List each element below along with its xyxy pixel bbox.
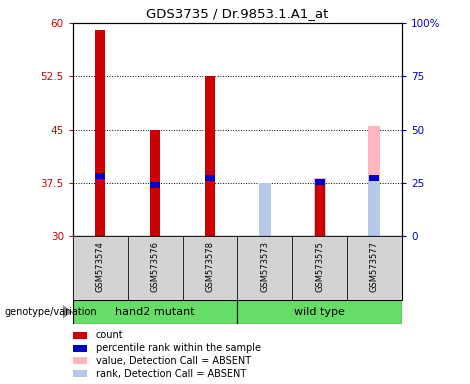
- Text: count: count: [96, 330, 124, 340]
- FancyBboxPatch shape: [347, 236, 402, 300]
- Bar: [368, 178, 381, 236]
- FancyBboxPatch shape: [292, 236, 347, 300]
- FancyBboxPatch shape: [128, 236, 182, 300]
- Bar: [73, 370, 87, 377]
- FancyBboxPatch shape: [73, 236, 402, 300]
- Text: GSM573577: GSM573577: [370, 241, 379, 292]
- FancyBboxPatch shape: [182, 236, 237, 300]
- Polygon shape: [63, 305, 73, 319]
- Title: GDS3735 / Dr.9853.1.A1_at: GDS3735 / Dr.9853.1.A1_at: [146, 7, 329, 20]
- FancyBboxPatch shape: [73, 236, 128, 300]
- Bar: [258, 190, 271, 236]
- Bar: [95, 173, 105, 179]
- Text: GSM573574: GSM573574: [96, 241, 105, 292]
- Text: GSM573578: GSM573578: [205, 241, 214, 292]
- Bar: [368, 126, 381, 236]
- Text: genotype/variation: genotype/variation: [5, 307, 97, 317]
- FancyBboxPatch shape: [237, 236, 292, 300]
- Bar: [313, 184, 326, 236]
- Text: percentile rank within the sample: percentile rank within the sample: [96, 343, 261, 353]
- Bar: [315, 179, 324, 236]
- Bar: [150, 182, 160, 188]
- Text: rank, Detection Call = ABSENT: rank, Detection Call = ABSENT: [96, 369, 246, 379]
- Bar: [73, 358, 87, 364]
- Bar: [73, 332, 87, 339]
- Bar: [150, 129, 160, 236]
- Bar: [315, 179, 324, 185]
- Bar: [258, 183, 271, 236]
- FancyBboxPatch shape: [237, 300, 402, 324]
- Bar: [205, 175, 215, 181]
- Bar: [73, 344, 87, 352]
- Text: wild type: wild type: [294, 307, 345, 317]
- Text: value, Detection Call = ABSENT: value, Detection Call = ABSENT: [96, 356, 251, 366]
- Bar: [205, 76, 215, 236]
- Text: GSM573573: GSM573573: [260, 241, 269, 292]
- Bar: [369, 175, 379, 181]
- FancyBboxPatch shape: [73, 300, 237, 324]
- Text: GSM573576: GSM573576: [150, 241, 160, 292]
- Text: hand2 mutant: hand2 mutant: [115, 307, 195, 317]
- Text: GSM573575: GSM573575: [315, 241, 324, 292]
- Bar: [313, 178, 326, 236]
- Bar: [95, 30, 105, 236]
